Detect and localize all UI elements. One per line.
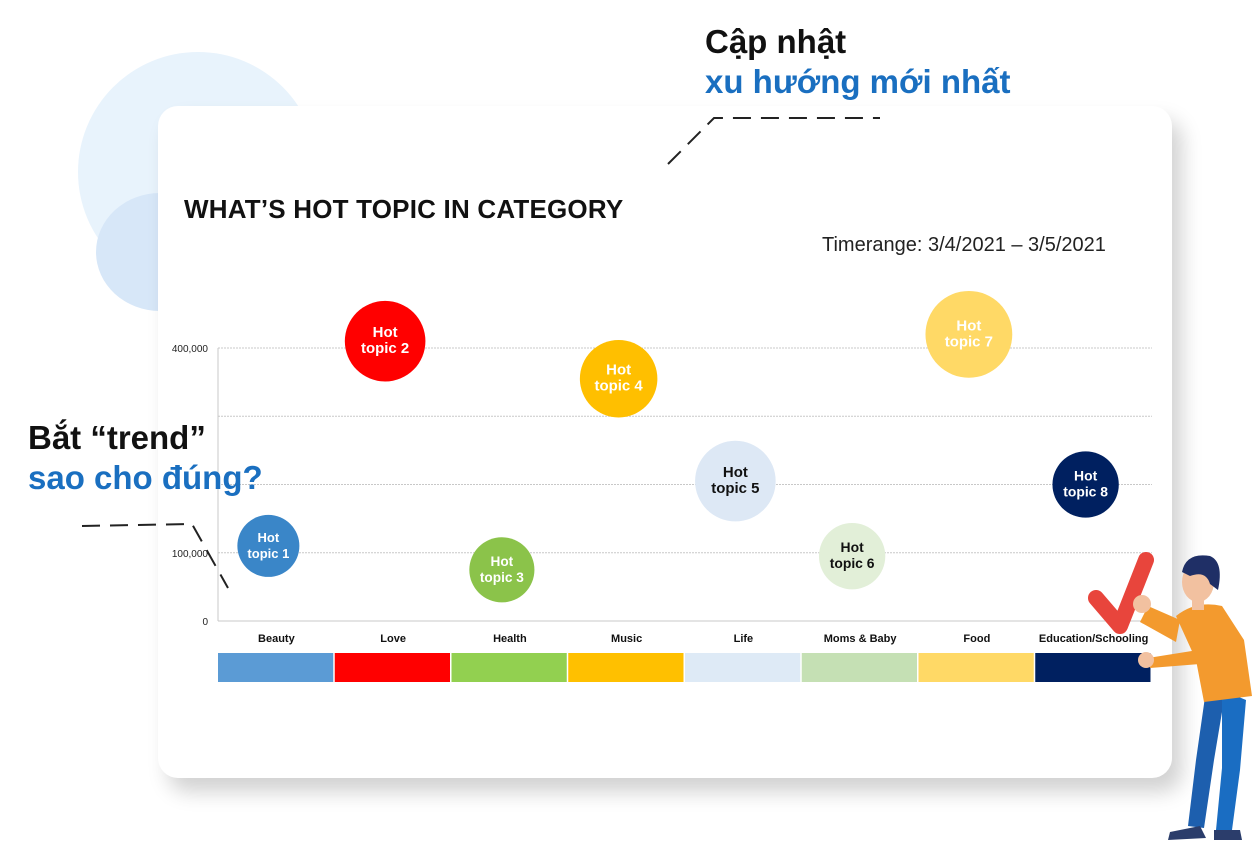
hot-topic-label: Hot topic 1 bbox=[247, 530, 289, 561]
person-torso bbox=[1176, 604, 1252, 702]
category-color-swatch bbox=[918, 653, 1034, 682]
y-tick-labels: 0 100,000 400,000 bbox=[172, 344, 209, 628]
hot-topic-bubble bbox=[469, 537, 535, 603]
category-color-swatch bbox=[218, 653, 334, 682]
grid-layer bbox=[217, 347, 1152, 622]
hot-topic-label: Hot topic 8 bbox=[1063, 468, 1108, 500]
callout-left-line2: sao cho đúng? bbox=[28, 458, 263, 496]
category-label: Beauty bbox=[258, 633, 296, 645]
person-arm-upper bbox=[1140, 606, 1180, 642]
person-arm-lower bbox=[1148, 650, 1200, 668]
y-tick-label: 100,000 bbox=[172, 549, 209, 560]
hot-topic-label: Hot topic 7 bbox=[945, 317, 993, 350]
y-tick-label: 0 bbox=[202, 617, 208, 628]
person-shoe-left bbox=[1168, 826, 1206, 840]
callout-top-line1: Cập nhật bbox=[705, 23, 847, 60]
callout-left-connector bbox=[81, 522, 229, 589]
person-hair bbox=[1182, 555, 1220, 590]
category-label: Love bbox=[380, 633, 406, 645]
callout-top: Cập nhật xu hướng mới nhất bbox=[705, 22, 1010, 101]
category-color-swatch bbox=[1035, 653, 1151, 682]
category-color-swatch bbox=[568, 653, 684, 682]
hot-topic-bubble bbox=[237, 514, 300, 577]
hot-topic-bubble bbox=[695, 440, 776, 522]
category-color-swatch bbox=[334, 653, 450, 682]
callout-top-line2: xu hướng mới nhất bbox=[705, 62, 1011, 100]
hot-topic-label: Hot topic 5 bbox=[711, 464, 759, 497]
chart-title: WHAT’S HOT TOPIC IN CATEGORY bbox=[184, 194, 624, 224]
hot-topic-label: Hot topic 2 bbox=[361, 324, 409, 357]
callout-top-connector bbox=[667, 117, 880, 165]
category-label: Music bbox=[611, 633, 642, 645]
category-color-swatch bbox=[451, 653, 567, 682]
category-color-bar bbox=[218, 653, 1151, 682]
person-leg-left bbox=[1188, 690, 1224, 828]
category-label: Education/Schooling bbox=[1039, 633, 1148, 645]
hot-topic-bubbles: Hot topic 1 Hot topic 2 Hot topic 3 Hot topic 4… bbox=[237, 290, 1119, 603]
category-labels: Beauty Love Health Music Life Moms & Baby Food… bbox=[258, 633, 1148, 645]
hot-topic-bubble bbox=[925, 290, 1013, 378]
person-hand-lower bbox=[1138, 652, 1154, 668]
person-shoe-right bbox=[1214, 830, 1242, 840]
chart-timerange: Timerange: 3/4/2021 – 3/5/2021 bbox=[822, 234, 1106, 256]
callout-left: Bắt “trend” sao cho đúng? bbox=[28, 418, 263, 497]
callout-left-line1: Bắt “trend” bbox=[28, 419, 206, 456]
hot-topic-label: Hot topic 6 bbox=[830, 539, 875, 571]
hot-topic-bubble bbox=[579, 339, 658, 418]
person-hand-upper bbox=[1133, 595, 1151, 613]
hot-topic-label: Hot topic 3 bbox=[480, 554, 524, 585]
check-mark-icon bbox=[1088, 552, 1154, 634]
category-color-swatch bbox=[801, 653, 917, 682]
hot-topic-bubble bbox=[818, 522, 886, 590]
hot-topic-label: Hot topic 4 bbox=[595, 362, 644, 395]
hot-topic-bubble bbox=[1052, 451, 1119, 518]
category-label: Health bbox=[493, 633, 527, 645]
category-label: Moms & Baby bbox=[824, 633, 898, 645]
person-leg-right bbox=[1216, 690, 1246, 830]
hot-topic-bubble bbox=[344, 300, 426, 382]
category-label: Life bbox=[734, 633, 754, 645]
category-label: Food bbox=[963, 633, 990, 645]
category-color-swatch bbox=[685, 653, 801, 682]
y-tick-label: 400,000 bbox=[172, 344, 209, 355]
